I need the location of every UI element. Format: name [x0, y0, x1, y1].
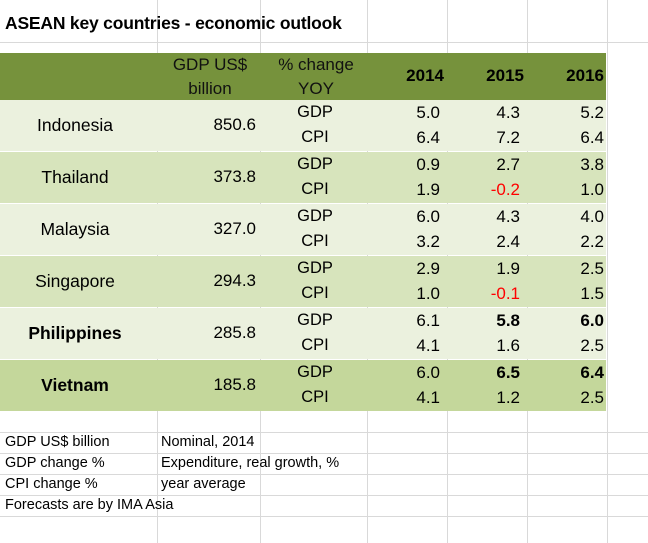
cpi-indicator-label: CPI: [301, 336, 329, 354]
note-def-cpi-change: year average: [161, 476, 246, 492]
cpi-value-2015: -0.1: [490, 284, 520, 303]
gdp-usd-header-line2: billion: [188, 79, 232, 98]
note-term-gdp-usd: GDP US$ billion: [5, 434, 110, 450]
cpi-indicator-label: CPI: [301, 388, 329, 406]
cpi-indicator-label: CPI: [301, 284, 329, 302]
gdp-indicator-label: GDP: [297, 311, 333, 329]
note-def-gdp-change: Expenditure, real growth, %: [161, 455, 340, 471]
cpi-value-2016: 2.2: [580, 232, 604, 251]
cpi-value-2016: 1.0: [580, 180, 604, 199]
cpi-value-2014: 1.0: [416, 284, 440, 303]
country-name: Malaysia: [40, 219, 110, 239]
cpi-indicator-label: CPI: [301, 128, 329, 146]
note-def-gdp-usd: Nominal, 2014: [161, 434, 255, 450]
gdp-value-2015: 6.5: [496, 363, 520, 382]
cpi-value-2015: -0.2: [490, 180, 520, 199]
cpi-value-2016: 6.4: [580, 128, 604, 147]
gdp-value-2014: 6.0: [416, 363, 440, 382]
note-forecast-source: Forecasts are by IMA Asia: [5, 497, 174, 513]
gdp-value-2016: 6.0: [580, 311, 604, 330]
year-header-2015: 2015: [486, 66, 524, 85]
cpi-value-2014: 1.9: [416, 180, 440, 199]
gdp-usd-value: 285.8: [213, 323, 256, 342]
cpi-indicator-label: CPI: [301, 232, 329, 250]
gdp-usd-value: 373.8: [213, 167, 256, 186]
gdp-usd-header: GDP US$ billion: [165, 53, 255, 101]
gdp-value-2014: 2.9: [416, 259, 440, 278]
cpi-value-2015: 2.4: [496, 232, 520, 251]
gdp-usd-header-line1: GDP US$: [172, 55, 248, 74]
gdp-value-2016: 6.4: [580, 363, 604, 382]
gdp-value-2015: 2.7: [496, 155, 520, 174]
gdp-indicator-label: GDP: [297, 259, 333, 277]
cpi-indicator-label: CPI: [301, 180, 329, 198]
gdp-usd-value: 850.6: [213, 115, 256, 134]
gdp-value-2016: 4.0: [580, 207, 604, 226]
gdp-indicator-label: GDP: [297, 155, 333, 173]
pct-change-header: % change YOY: [268, 53, 364, 101]
gdp-usd-value: 294.3: [213, 271, 256, 290]
gdp-value-2016: 2.5: [580, 259, 604, 278]
year-header-2016: 2016: [566, 66, 604, 85]
country-name: Singapore: [35, 271, 115, 291]
country-name: Thailand: [41, 167, 109, 187]
gdp-indicator-label: GDP: [297, 103, 333, 121]
year-header-2014: 2014: [406, 66, 444, 85]
table-row: Singapore 294.3 GDP 2.9 1.9 2.5 CPI 1.0 -0.1 1.5: [0, 256, 606, 307]
cpi-value-2014: 3.2: [416, 232, 440, 251]
gdp-value-2015: 4.3: [496, 103, 520, 122]
gdp-indicator-label: GDP: [297, 207, 333, 225]
cpi-value-2015: 1.2: [496, 388, 520, 407]
cpi-value-2014: 6.4: [416, 128, 440, 147]
gdp-value-2015: 4.3: [496, 207, 520, 226]
cpi-value-2016: 1.5: [580, 284, 604, 303]
gdp-value-2014: 6.0: [416, 207, 440, 226]
cpi-value-2016: 2.5: [580, 388, 604, 407]
cpi-value-2014: 4.1: [416, 336, 440, 355]
table-row: Thailand 373.8 GDP 0.9 2.7 3.8 CPI 1.9 -0.2 1.0: [0, 152, 606, 203]
gdp-usd-value: 327.0: [213, 219, 256, 238]
pct-change-header-line2: YOY: [298, 79, 334, 98]
country-name: Vietnam: [41, 375, 109, 395]
gdp-indicator-label: GDP: [297, 363, 333, 381]
table-row: Philippines 285.8 GDP 6.1 5.8 6.0 CPI 4.1 1.6 2.5: [0, 308, 606, 359]
country-name: Indonesia: [37, 115, 113, 135]
note-term-gdp-change: GDP change %: [5, 455, 105, 471]
cpi-value-2015: 7.2: [496, 128, 520, 147]
gdp-value-2014: 6.1: [416, 311, 440, 330]
sheet-title: ASEAN key countries - economic outlook: [5, 13, 342, 33]
gdp-value-2016: 3.8: [580, 155, 604, 174]
table-row: Vietnam 185.8 GDP 6.0 6.5 6.4 CPI 4.1 1.2 2.5: [0, 360, 606, 411]
cpi-value-2016: 2.5: [580, 336, 604, 355]
gdp-value-2015: 5.8: [496, 311, 520, 330]
gdp-value-2016: 5.2: [580, 103, 604, 122]
gdp-usd-value: 185.8: [213, 375, 256, 394]
cpi-value-2015: 1.6: [496, 336, 520, 355]
pct-change-header-line1: % change: [278, 55, 354, 74]
gdp-value-2014: 5.0: [416, 103, 440, 122]
note-term-cpi-change: CPI change %: [5, 476, 98, 492]
table-row: Malaysia 327.0 GDP 6.0 4.3 4.0 CPI 3.2 2.4 2.2: [0, 204, 606, 255]
cpi-value-2014: 4.1: [416, 388, 440, 407]
gdp-value-2014: 0.9: [416, 155, 440, 174]
table-header: GDP US$ billion % change YOY 2014 2015 2…: [0, 53, 606, 100]
gdp-value-2015: 1.9: [496, 259, 520, 278]
table-row: Indonesia 850.6 GDP 5.0 4.3 5.2 CPI 6.4 7.2 6.4: [0, 100, 606, 151]
country-name: Philippines: [28, 323, 122, 343]
